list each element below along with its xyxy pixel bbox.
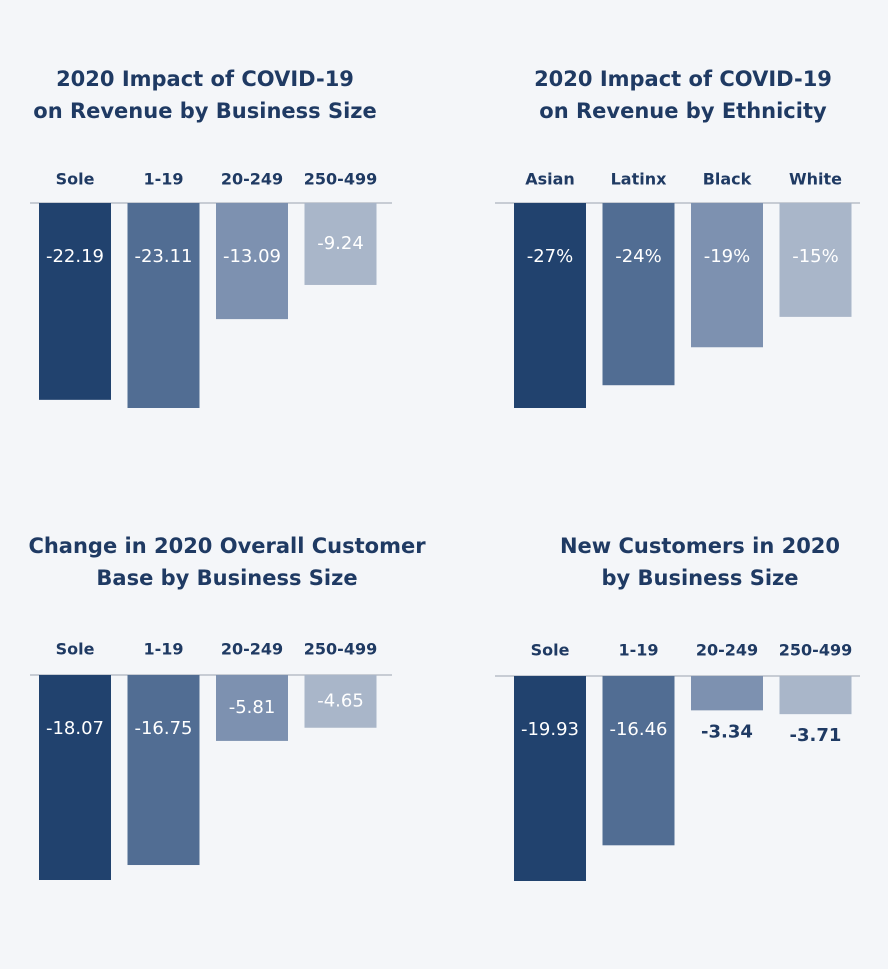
value-label: -19% <box>704 246 751 267</box>
category-label: 250-499 <box>304 640 377 659</box>
bar <box>691 676 763 711</box>
category-label: 20-249 <box>221 640 283 659</box>
chart-title: Change in 2020 Overall Customer <box>28 534 426 558</box>
category-label: 250-499 <box>304 170 377 189</box>
category-label: Sole <box>56 170 95 189</box>
value-label: -15% <box>792 246 839 267</box>
bar <box>779 676 852 715</box>
chart-title: 2020 Impact of COVID-19 <box>56 67 354 91</box>
chart-title: New Customers in 2020 <box>560 534 840 558</box>
category-label: Asian <box>525 170 575 189</box>
value-label: -19.93 <box>521 719 579 740</box>
value-label: -13.09 <box>223 246 281 267</box>
chart-title: on Revenue by Ethnicity <box>539 99 827 123</box>
value-label: -16.46 <box>609 719 667 740</box>
bar <box>514 203 586 408</box>
value-label: -3.71 <box>790 725 842 746</box>
bar <box>779 203 852 317</box>
category-label: 20-249 <box>221 170 283 189</box>
bar <box>602 676 675 846</box>
value-label: -18.07 <box>46 718 104 739</box>
chart-title: Base by Business Size <box>96 566 357 590</box>
value-label: -5.81 <box>229 697 276 718</box>
value-label: -9.24 <box>317 233 364 254</box>
chart-title: on Revenue by Business Size <box>33 99 376 123</box>
category-label: 250-499 <box>779 641 852 660</box>
bar <box>514 676 586 881</box>
category-label: Black <box>703 170 752 189</box>
value-label: -16.75 <box>134 718 192 739</box>
bar <box>691 203 763 348</box>
category-label: Sole <box>56 640 95 659</box>
category-label: Latinx <box>611 170 668 189</box>
chart-title: 2020 Impact of COVID-19 <box>534 67 832 91</box>
value-label: -22.19 <box>46 246 104 267</box>
category-label: 20-249 <box>696 641 758 660</box>
category-label: 1-19 <box>143 170 183 189</box>
bar <box>602 203 675 386</box>
value-label: -24% <box>615 246 662 267</box>
bar <box>304 203 377 285</box>
bar <box>304 675 377 728</box>
bar <box>127 675 200 866</box>
value-label: -27% <box>527 246 574 267</box>
chart-title: by Business Size <box>602 566 799 590</box>
bar <box>39 203 111 400</box>
category-label: 1-19 <box>618 641 658 660</box>
value-label: -23.11 <box>134 246 192 267</box>
bar <box>216 675 288 741</box>
value-label: -3.34 <box>701 721 753 742</box>
category-label: White <box>789 170 842 189</box>
bar <box>216 203 288 320</box>
category-label: Sole <box>531 641 570 660</box>
value-label: -4.65 <box>317 690 364 711</box>
bar <box>127 203 200 408</box>
bar <box>39 675 111 880</box>
category-label: 1-19 <box>143 640 183 659</box>
